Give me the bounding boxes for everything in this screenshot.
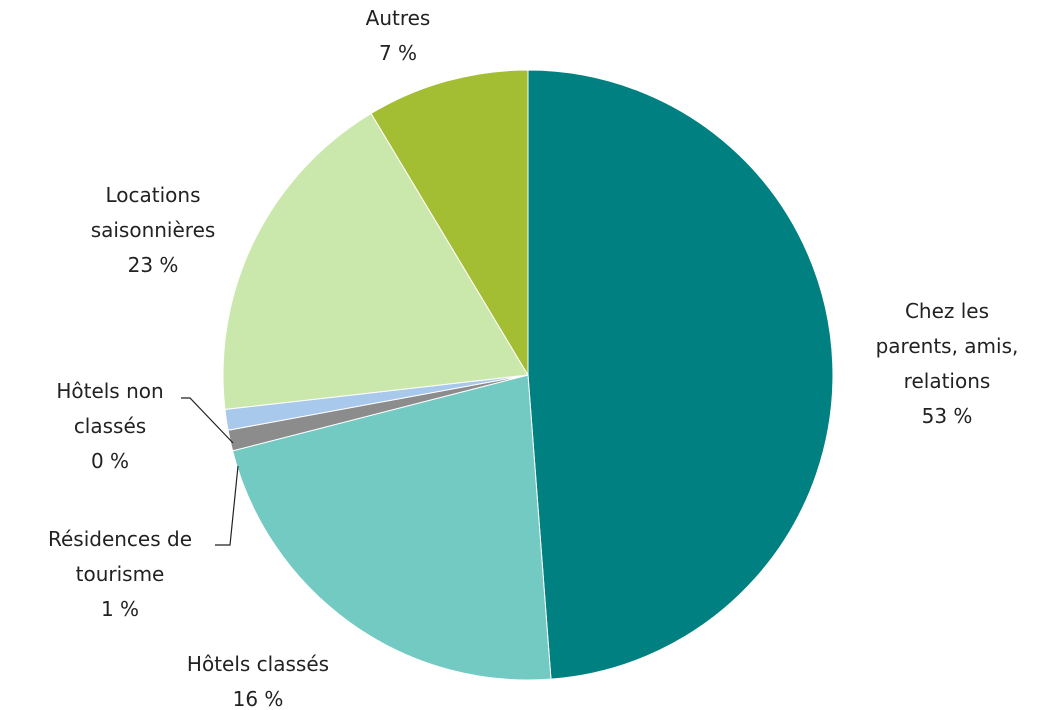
data-label-autres: Autres 7 %: [366, 6, 431, 65]
pie-slice-hotels-classes: [231, 374, 552, 681]
data-label-line: Autres: [366, 6, 431, 30]
data-label-hotels-classes: Hôtels classés 16 %: [187, 652, 329, 710]
data-label-line: parents, amis,: [876, 334, 1019, 358]
data-label-line: classés: [74, 414, 146, 438]
data-label-value: 53 %: [922, 404, 973, 428]
data-label-line: Hôtels classés: [187, 652, 329, 676]
pie-slice-autres: [370, 69, 529, 377]
leader-lines: [181, 397, 239, 546]
data-label-line: saisonnières: [91, 218, 216, 242]
leader-line-residences-de-tourisme: [215, 465, 239, 546]
data-label-locations-saisonnieres: Locations saisonnières 23 %: [91, 183, 216, 277]
data-label-hotels-non-classes: Hôtels non classés 0 %: [56, 379, 163, 473]
data-label-line: Hôtels non: [56, 379, 163, 403]
pie-slice-locations-saisonnieres: [222, 112, 529, 410]
data-label-chez-les-parents: Chez les parents, amis, relations 53 %: [876, 299, 1019, 428]
pie-slice-chez-les-parents-amis-relations: [527, 69, 834, 680]
data-label-line: Locations: [105, 183, 200, 207]
data-label-value: 16 %: [233, 687, 284, 710]
data-label-value: 7 %: [379, 41, 417, 65]
data-label-line: relations: [904, 369, 991, 393]
data-label-line: Chez les: [905, 299, 989, 323]
data-label-value: 1 %: [101, 597, 139, 621]
data-label-value: 0 %: [91, 449, 129, 473]
data-labels: Chez les parents, amis, relations 53 % Hôte…: [48, 6, 1018, 710]
data-label-line: Résidences de: [48, 527, 192, 551]
leader-line-hotels-non-classes: [181, 397, 234, 444]
pie-slices: [222, 69, 834, 681]
data-label-residences-de-tourisme: Résidences de tourisme 1 %: [48, 527, 192, 621]
data-label-value: 23 %: [128, 253, 179, 277]
data-label-line: tourisme: [76, 562, 165, 586]
